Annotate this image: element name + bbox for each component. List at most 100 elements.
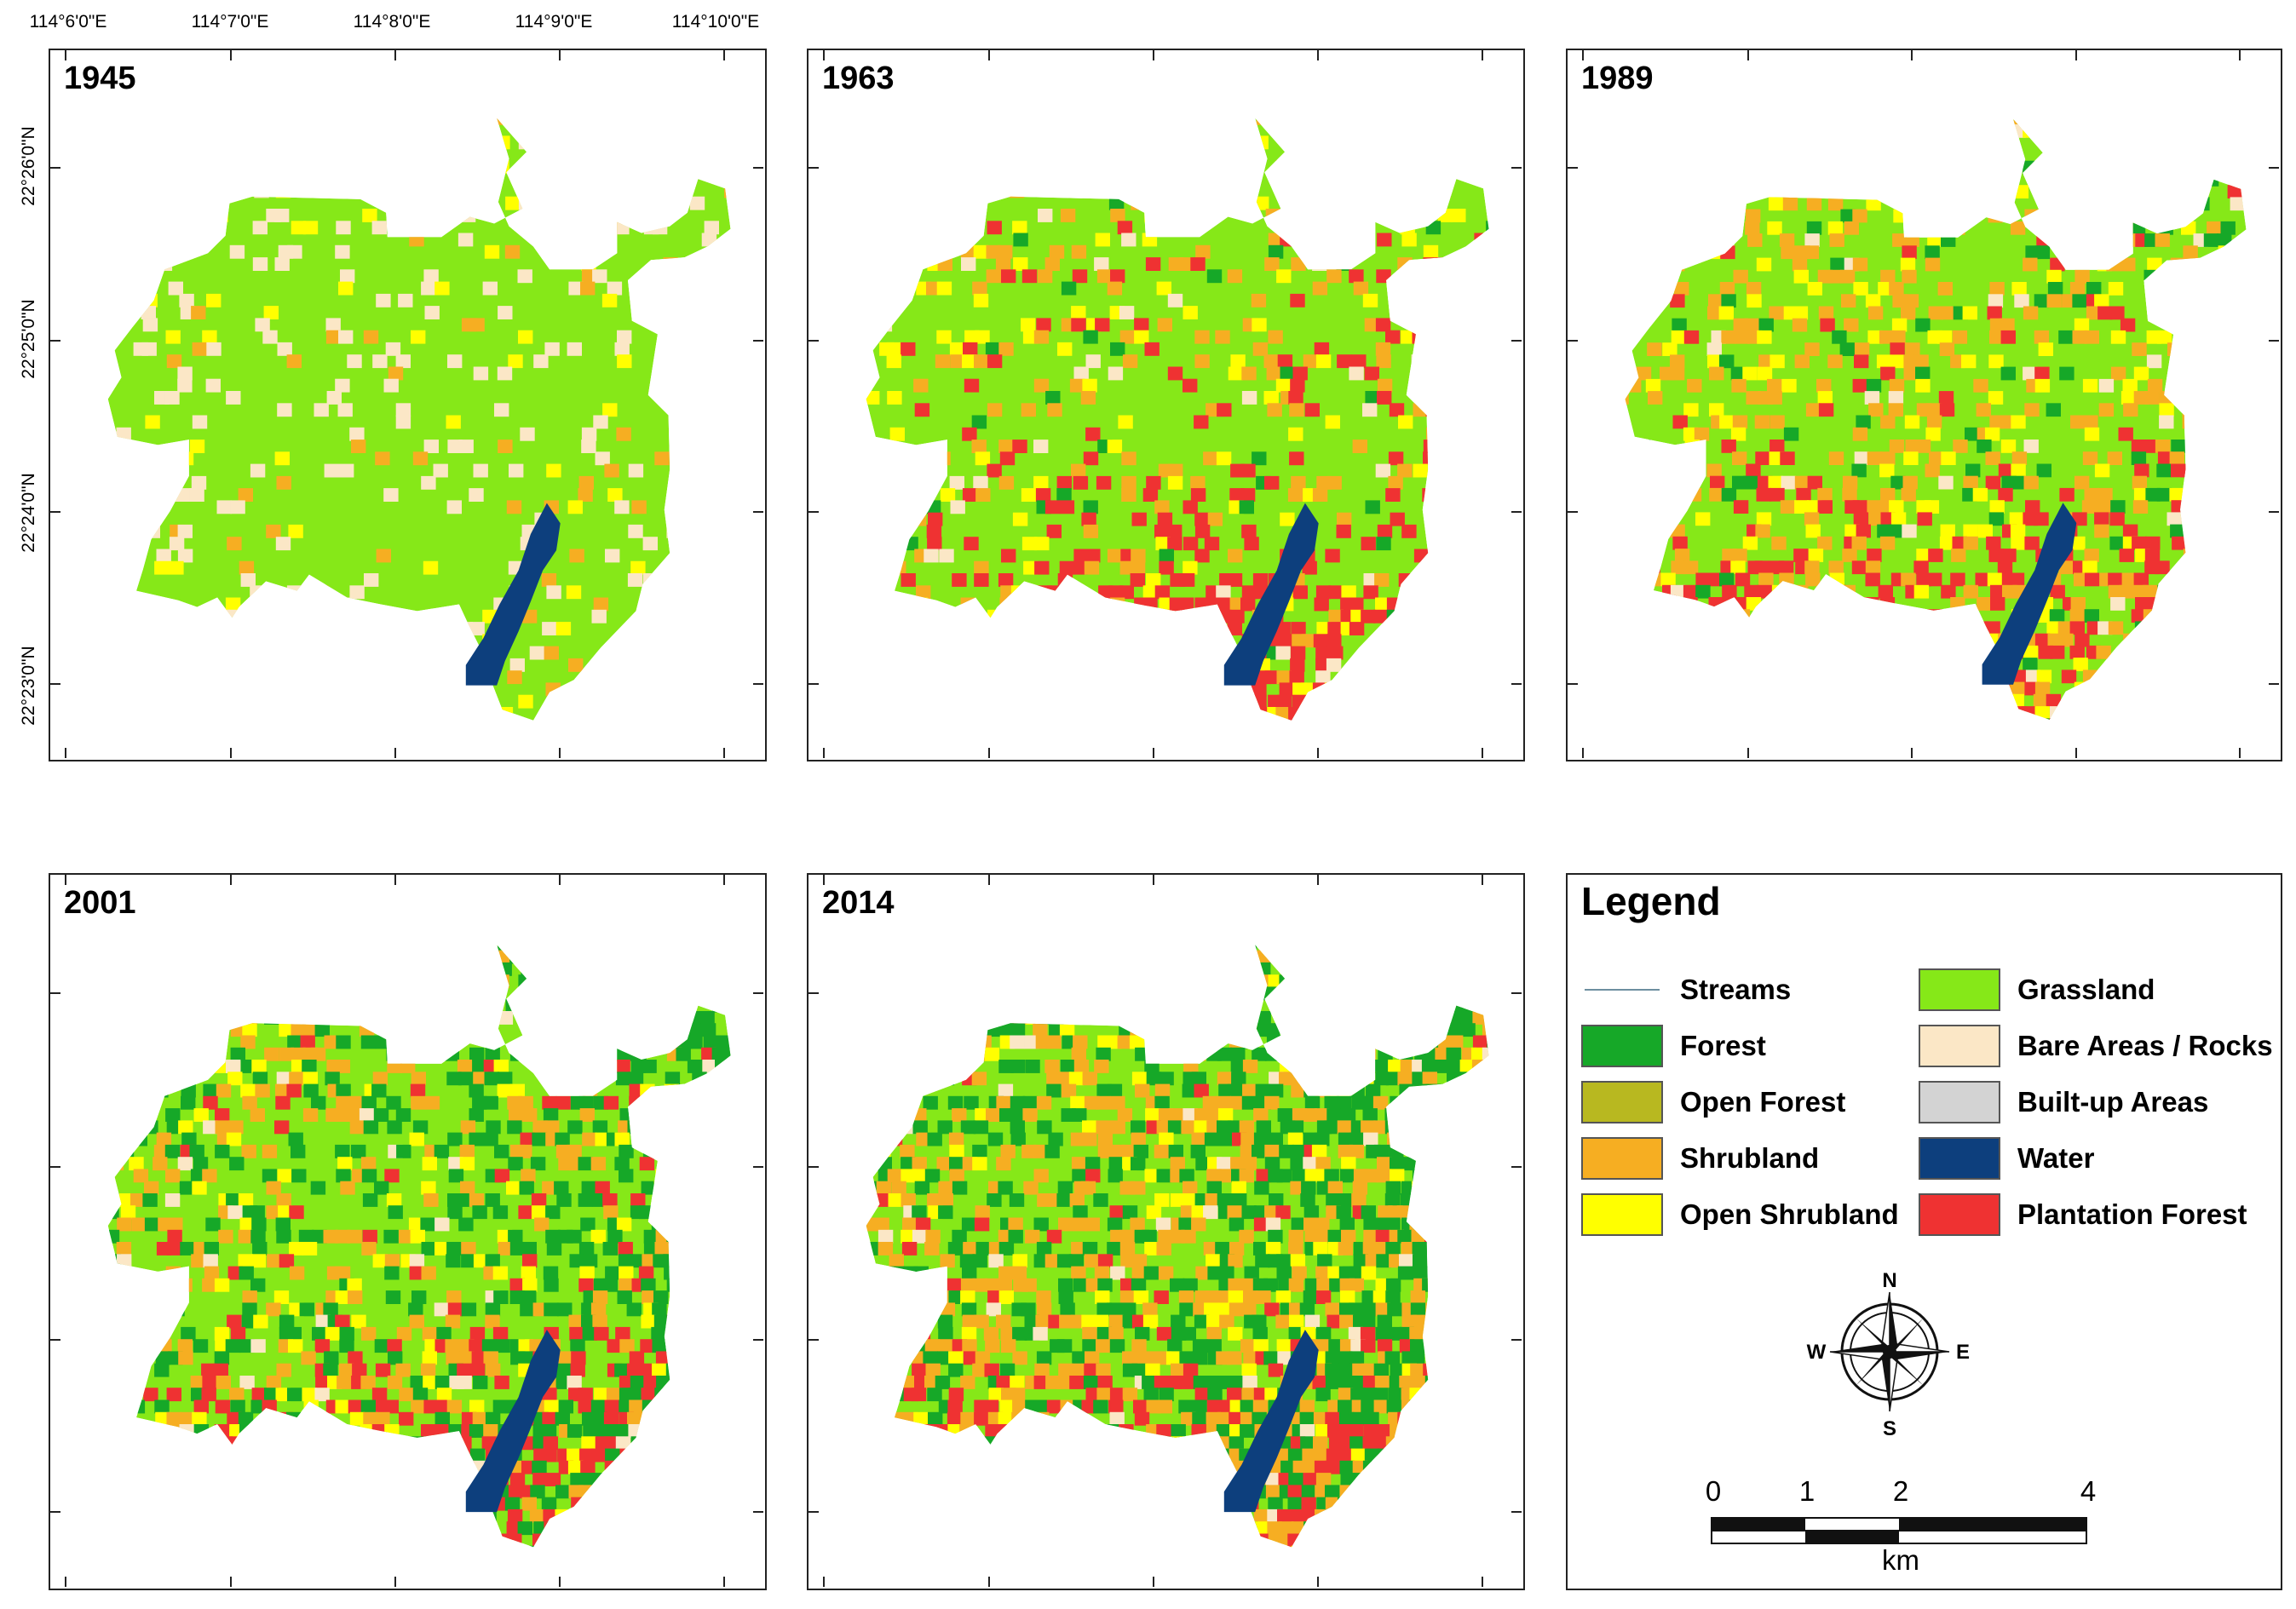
land-cover-patch (312, 962, 327, 976)
land-cover-patch (372, 354, 388, 369)
land-cover-patch (377, 719, 392, 721)
land-cover-patch (1194, 415, 1209, 429)
land-cover-patch (1807, 706, 1822, 720)
land-cover-patch (144, 998, 159, 1013)
land-cover-patch (1256, 1120, 1271, 1135)
land-cover-patch (1817, 487, 1833, 502)
land-cover-patch (1275, 1205, 1291, 1220)
land-cover-patch (616, 986, 631, 1001)
land-cover-patch (592, 1290, 608, 1304)
land-cover-patch (2180, 391, 2195, 405)
land-cover-patch (276, 1229, 291, 1244)
land-cover-patch (1142, 233, 1158, 247)
frame-tick (2074, 748, 2077, 758)
land-cover-patch (578, 1157, 593, 1171)
land-cover-patch (471, 118, 487, 125)
land-cover-patch (1856, 415, 1871, 429)
land-cover-patch (1131, 1120, 1146, 1135)
land-cover-patch (1106, 694, 1121, 709)
land-cover-patch (1997, 718, 2013, 720)
land-cover-patch (567, 1144, 582, 1158)
land-cover-patch (178, 1120, 193, 1135)
land-cover-patch (130, 1497, 147, 1511)
land-cover-patches (107, 118, 731, 721)
land-cover-patch (1426, 945, 1441, 952)
land-cover-patch (938, 1193, 953, 1207)
land-cover-patch (1037, 1120, 1052, 1135)
land-cover-patch (2219, 160, 2235, 175)
land-cover-patch (1625, 693, 1627, 708)
land-cover-patch (411, 1485, 428, 1499)
land-cover-patch (901, 962, 917, 976)
land-cover-patch (178, 1533, 193, 1548)
land-cover-patch (132, 281, 147, 296)
land-cover-patch (1625, 233, 1626, 247)
land-cover-patch (1779, 233, 1795, 247)
land-cover-patch (434, 1545, 450, 1548)
land-cover-patch (1461, 1169, 1476, 1183)
land-cover-patch (663, 1254, 678, 1268)
land-cover-patch (1194, 524, 1211, 538)
land-cover-patch (1264, 1095, 1280, 1110)
land-cover-patch (986, 244, 1001, 259)
land-cover-patch (1458, 609, 1474, 623)
land-cover-patch (120, 1095, 135, 1110)
land-cover-patch (1438, 118, 1453, 125)
land-cover-patch (1386, 658, 1402, 672)
land-cover-patch (641, 1314, 656, 1329)
land-cover-patch (964, 682, 979, 697)
land-cover-patch (567, 1060, 583, 1073)
land-cover-patch (964, 1023, 979, 1037)
land-cover-patch (1131, 1072, 1148, 1086)
land-cover-patch (340, 1181, 355, 1195)
land-cover-patch (911, 670, 926, 685)
land-cover-patch (1313, 233, 1329, 247)
land-cover-patch (1073, 1035, 1088, 1049)
land-cover-patch (145, 524, 160, 538)
land-cover-patch (361, 135, 377, 150)
land-cover-patch (1634, 718, 1650, 720)
land-cover-patch (1422, 1144, 1437, 1158)
land-cover-patch (1448, 1217, 1464, 1232)
land-cover-patch (725, 1083, 731, 1098)
land-cover-patch (679, 1326, 694, 1341)
land-cover-patch (518, 196, 534, 210)
land-cover-patch (1637, 658, 1653, 671)
land-cover-patch (1400, 1193, 1415, 1207)
land-cover-patch (1362, 403, 1378, 417)
land-cover-patch (1096, 1120, 1111, 1135)
land-cover-patch (687, 1424, 703, 1438)
land-cover-patch (279, 1314, 295, 1329)
land-cover-patch (1326, 1047, 1342, 1061)
land-cover-patch (1341, 1229, 1356, 1244)
land-cover-patch (201, 1363, 216, 1377)
land-cover-patch (311, 1095, 326, 1110)
land-cover-patch (204, 1473, 221, 1486)
land-cover-patch (666, 1229, 682, 1244)
land-cover-patch (119, 1351, 135, 1365)
land-cover-patch (1110, 1120, 1125, 1135)
land-cover-patch (1159, 974, 1174, 989)
land-cover-patch (626, 1485, 642, 1499)
land-cover-patch (866, 719, 868, 721)
land-cover-patch (2204, 282, 2219, 296)
land-cover-patch (1109, 950, 1125, 964)
land-cover-patch (987, 945, 1004, 952)
land-cover-patch (714, 1388, 729, 1402)
land-cover-patch (1047, 585, 1062, 600)
frame-tick (2239, 50, 2241, 60)
land-cover-patch (1486, 1060, 1489, 1073)
land-cover-patch (875, 962, 891, 976)
land-cover-patch (1413, 646, 1429, 660)
land-cover-patch (1474, 1095, 1489, 1110)
land-cover-patch (2010, 681, 2025, 696)
land-cover-patch (107, 1533, 124, 1548)
land-cover-patch (129, 1485, 145, 1499)
land-cover-patch (239, 1460, 255, 1474)
land-cover-patch (107, 670, 109, 685)
land-cover-patch (1287, 488, 1303, 502)
land-cover-patch (325, 1072, 340, 1086)
land-cover-patch (1191, 1132, 1206, 1146)
land-cover-patch (1056, 488, 1072, 502)
land-cover-patch (1036, 1095, 1052, 1110)
